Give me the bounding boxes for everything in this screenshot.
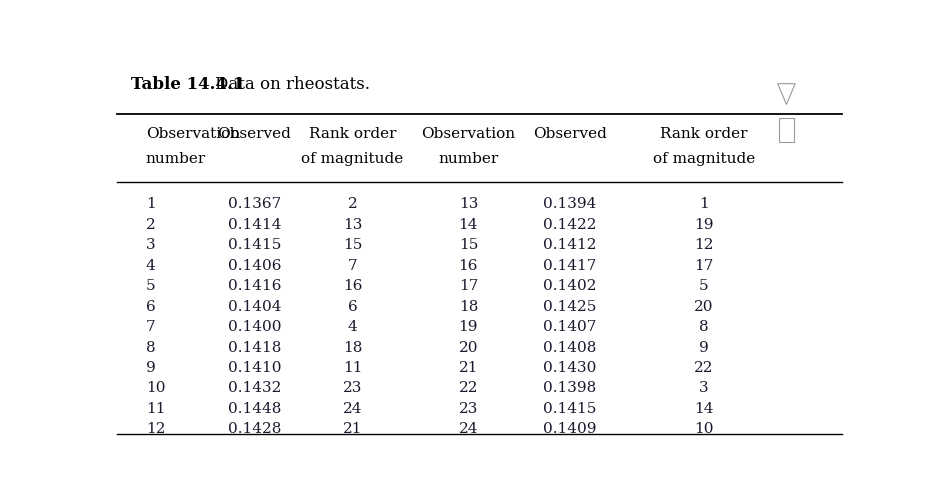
Text: 5: 5 xyxy=(146,279,155,293)
Text: number: number xyxy=(439,152,498,166)
Text: 19: 19 xyxy=(458,320,478,334)
Text: 15: 15 xyxy=(459,238,478,252)
Text: 0.1416: 0.1416 xyxy=(228,279,281,293)
Text: 0.1415: 0.1415 xyxy=(228,238,281,252)
Text: 22: 22 xyxy=(694,361,713,375)
Text: 0.1415: 0.1415 xyxy=(543,402,597,416)
Text: 0.1406: 0.1406 xyxy=(228,259,281,273)
Text: 17: 17 xyxy=(459,279,478,293)
Text: 0.1409: 0.1409 xyxy=(543,422,597,436)
Text: of magnitude: of magnitude xyxy=(653,152,755,166)
Text: 0.1425: 0.1425 xyxy=(543,300,597,313)
Text: 20: 20 xyxy=(458,340,478,355)
Text: Data on rheostats.: Data on rheostats. xyxy=(215,76,369,93)
Text: 0.1402: 0.1402 xyxy=(543,279,597,293)
Text: 14: 14 xyxy=(458,218,478,232)
Text: 13: 13 xyxy=(459,197,478,212)
Text: 2: 2 xyxy=(146,218,155,232)
Text: 14: 14 xyxy=(694,402,713,416)
Text: 0.1417: 0.1417 xyxy=(543,259,597,273)
Text: 11: 11 xyxy=(342,361,362,375)
Text: 3: 3 xyxy=(146,238,155,252)
Text: 23: 23 xyxy=(459,402,478,416)
Text: 1: 1 xyxy=(146,197,155,212)
Text: of magnitude: of magnitude xyxy=(301,152,404,166)
Text: 11: 11 xyxy=(146,402,165,416)
Text: 0.1398: 0.1398 xyxy=(543,381,597,396)
Text: 10: 10 xyxy=(146,381,165,396)
Text: Table 14.4.1: Table 14.4.1 xyxy=(131,76,245,93)
Text: 18: 18 xyxy=(459,300,478,313)
Text: 0.1394: 0.1394 xyxy=(543,197,597,212)
Text: 0.1430: 0.1430 xyxy=(543,361,597,375)
Text: 3: 3 xyxy=(699,381,709,396)
Text: 6: 6 xyxy=(146,300,155,313)
Text: 17: 17 xyxy=(694,259,713,273)
Text: 16: 16 xyxy=(342,279,362,293)
Text: 2: 2 xyxy=(348,197,357,212)
Text: 8: 8 xyxy=(699,320,709,334)
Text: 19: 19 xyxy=(694,218,713,232)
Text: 6: 6 xyxy=(348,300,357,313)
Text: 0.1410: 0.1410 xyxy=(228,361,281,375)
Text: 9: 9 xyxy=(146,361,155,375)
Text: 4: 4 xyxy=(348,320,357,334)
Text: 0.1432: 0.1432 xyxy=(228,381,281,396)
Text: 10: 10 xyxy=(694,422,713,436)
Text: Observation: Observation xyxy=(422,127,515,141)
Text: 23: 23 xyxy=(343,381,362,396)
Text: 9: 9 xyxy=(699,340,709,355)
Text: 8: 8 xyxy=(146,340,155,355)
Text: 0.1418: 0.1418 xyxy=(228,340,281,355)
Text: 0.1422: 0.1422 xyxy=(543,218,597,232)
Text: 7: 7 xyxy=(348,259,357,273)
Text: 0.1367: 0.1367 xyxy=(228,197,281,212)
Text: 21: 21 xyxy=(458,361,478,375)
Text: 24: 24 xyxy=(342,402,362,416)
Text: Observed: Observed xyxy=(218,127,292,141)
Text: 5: 5 xyxy=(699,279,709,293)
Text: 1: 1 xyxy=(699,197,709,212)
Text: 0.1407: 0.1407 xyxy=(543,320,597,334)
Text: 0.1448: 0.1448 xyxy=(228,402,281,416)
Text: 18: 18 xyxy=(343,340,362,355)
Text: 24: 24 xyxy=(458,422,478,436)
Text: 12: 12 xyxy=(146,422,165,436)
Text: 0.1400: 0.1400 xyxy=(228,320,281,334)
Text: 7: 7 xyxy=(146,320,155,334)
Text: 0.1414: 0.1414 xyxy=(228,218,281,232)
Text: Rank order: Rank order xyxy=(660,127,748,141)
Text: 12: 12 xyxy=(694,238,713,252)
Text: number: number xyxy=(146,152,206,166)
Text: 0.1408: 0.1408 xyxy=(543,340,597,355)
Text: Observed: Observed xyxy=(533,127,607,141)
Text: Observation: Observation xyxy=(146,127,240,141)
Text: 16: 16 xyxy=(458,259,478,273)
Text: 4: 4 xyxy=(146,259,155,273)
Text: Rank order: Rank order xyxy=(309,127,396,141)
Text: 0.1404: 0.1404 xyxy=(228,300,281,313)
Text: 20: 20 xyxy=(694,300,713,313)
Text: 22: 22 xyxy=(458,381,478,396)
Text: 21: 21 xyxy=(342,422,362,436)
Text: 15: 15 xyxy=(343,238,362,252)
Text: 0.1428: 0.1428 xyxy=(228,422,281,436)
Text: 13: 13 xyxy=(343,218,362,232)
Text: 0.1412: 0.1412 xyxy=(543,238,597,252)
